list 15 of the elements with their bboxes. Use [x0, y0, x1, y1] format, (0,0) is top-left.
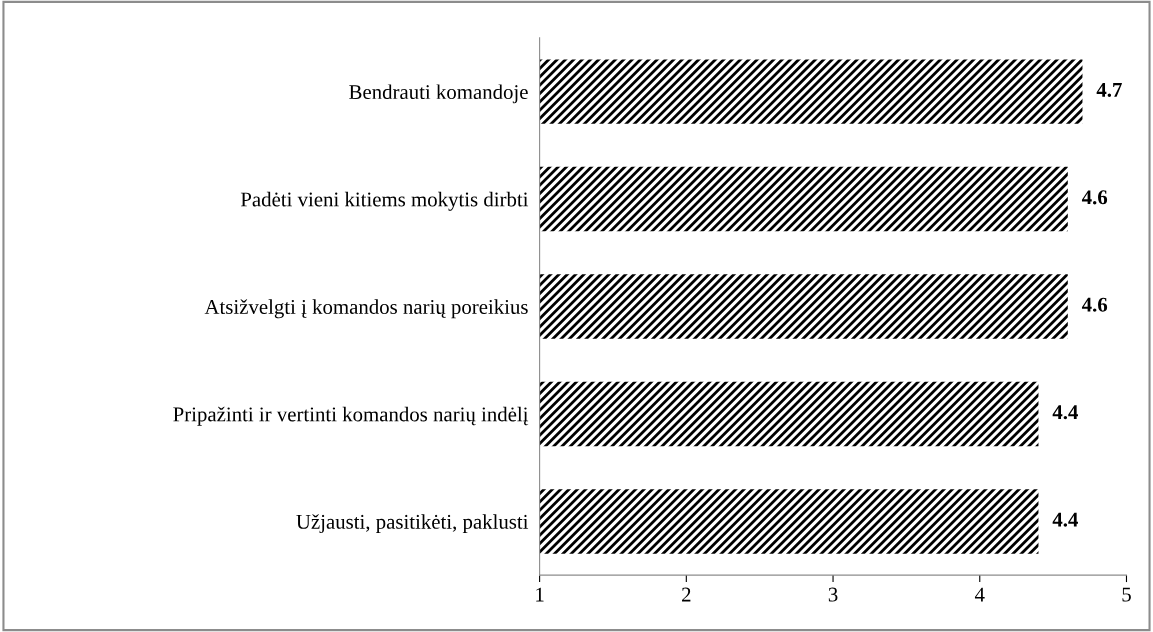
- data-label: 4.4: [1052, 405, 1078, 420]
- x-tick-label: 2: [682, 587, 691, 602]
- x-tick-label: 1: [536, 587, 544, 602]
- y-tick-label: Užjausti, pasitikėti, paklusti: [296, 514, 529, 534]
- data-label: 4.4: [1052, 512, 1078, 527]
- x-tick-label: 4: [974, 587, 985, 602]
- y-tick-label: Pripažinti ir vertinti komandos narių indėlį: [173, 406, 529, 426]
- data-label: 4.7: [1096, 82, 1122, 97]
- y-tick-label: Atsižvelgti į komandos narių poreikius: [204, 299, 528, 319]
- y-tick-label: Bendrauti komandoje: [349, 84, 528, 104]
- data-label: 4.6: [1081, 190, 1108, 205]
- x-tick-label: 3: [828, 587, 838, 602]
- data-label: 4.6: [1081, 297, 1108, 312]
- x-tick-label: 5: [1122, 587, 1131, 602]
- y-tick-label: Padėti vieni kitiems mokytis dirbti: [240, 191, 529, 211]
